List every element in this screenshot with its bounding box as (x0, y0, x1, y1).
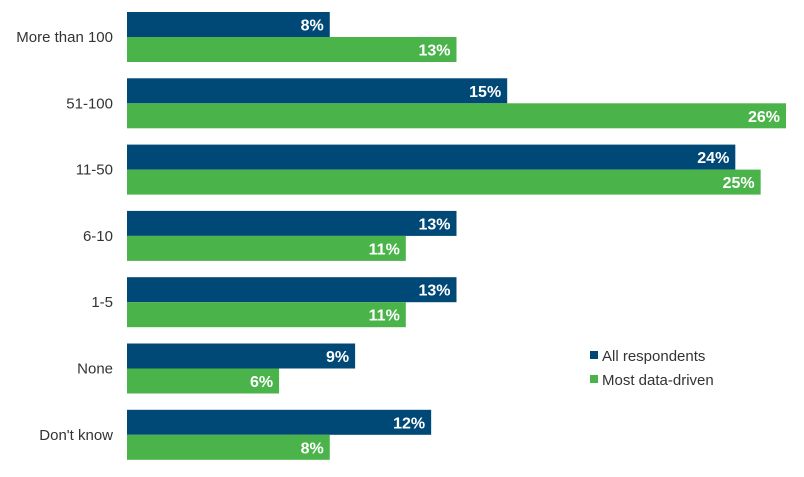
bar-all-respondents-1-5 (127, 277, 457, 303)
bar-most-data-driven-more-than-100 (127, 37, 457, 62)
value-label-all-respondents-11-50: 24% (697, 150, 729, 167)
value-label-most-data-driven-more-than-100: 13% (418, 43, 450, 60)
category-label-none: None (77, 361, 113, 378)
legend: All respondents Most data-driven (590, 348, 714, 389)
bar-most-data-driven-don-t-know (127, 434, 330, 460)
legend-swatch-all-respondents (590, 351, 598, 359)
legend-label-all-respondents: All respondents (602, 348, 705, 365)
bar-all-respondents-don-t-know (127, 409, 432, 435)
category-labels: More than 100 51-100 11-50 6-10 1-5 None Don't… (16, 29, 113, 444)
value-labels: 8% 13% 15% 26% 24% 25% 13% 11% 13% 11% 9% 6% 12% 8% (250, 18, 780, 458)
bar-all-respondents-6-10 (127, 210, 457, 236)
bar-most-data-driven-6-10 (127, 235, 406, 261)
value-label-most-data-driven-don-t-know: 8% (301, 440, 324, 457)
category-label-6-10: 6-10 (83, 228, 113, 245)
bar-all-respondents-51-100 (127, 78, 508, 104)
value-label-all-respondents-6-10: 13% (418, 216, 450, 233)
value-label-all-respondents-more-than-100: 8% (301, 18, 324, 35)
value-label-all-respondents-51-100: 15% (469, 84, 501, 101)
bar-most-data-driven-11-50 (127, 169, 761, 195)
bar-most-data-driven-1-5 (127, 302, 406, 328)
category-label-don-t-know: Don't know (39, 427, 113, 444)
value-label-all-respondents-none: 9% (326, 349, 349, 366)
bar-most-data-driven-none (127, 368, 280, 394)
category-label-more-than-100: More than 100 (16, 29, 113, 46)
category-label-11-50: 11-50 (76, 162, 113, 179)
bars-layer (127, 12, 786, 460)
legend-swatch-most-data-driven (590, 375, 598, 383)
bar-most-data-driven-51-100 (127, 103, 786, 129)
value-label-most-data-driven-1-5: 11% (369, 308, 400, 325)
value-label-all-respondents-1-5: 13% (418, 283, 450, 300)
bar-all-respondents-11-50 (127, 144, 736, 170)
value-label-most-data-driven-none: 6% (250, 374, 273, 391)
bar-all-respondents-none (127, 343, 356, 369)
value-label-most-data-driven-51-100: 26% (748, 109, 780, 126)
value-label-most-data-driven-11-50: 25% (723, 175, 755, 192)
value-label-most-data-driven-6-10: 11% (369, 241, 400, 258)
value-label-all-respondents-don-t-know: 12% (393, 415, 425, 432)
bar-all-respondents-more-than-100 (127, 12, 330, 37)
category-label-51-100: 51-100 (66, 95, 113, 112)
legend-label-most-data-driven: Most data-driven (602, 372, 714, 389)
category-label-1-5: 1-5 (91, 294, 113, 311)
